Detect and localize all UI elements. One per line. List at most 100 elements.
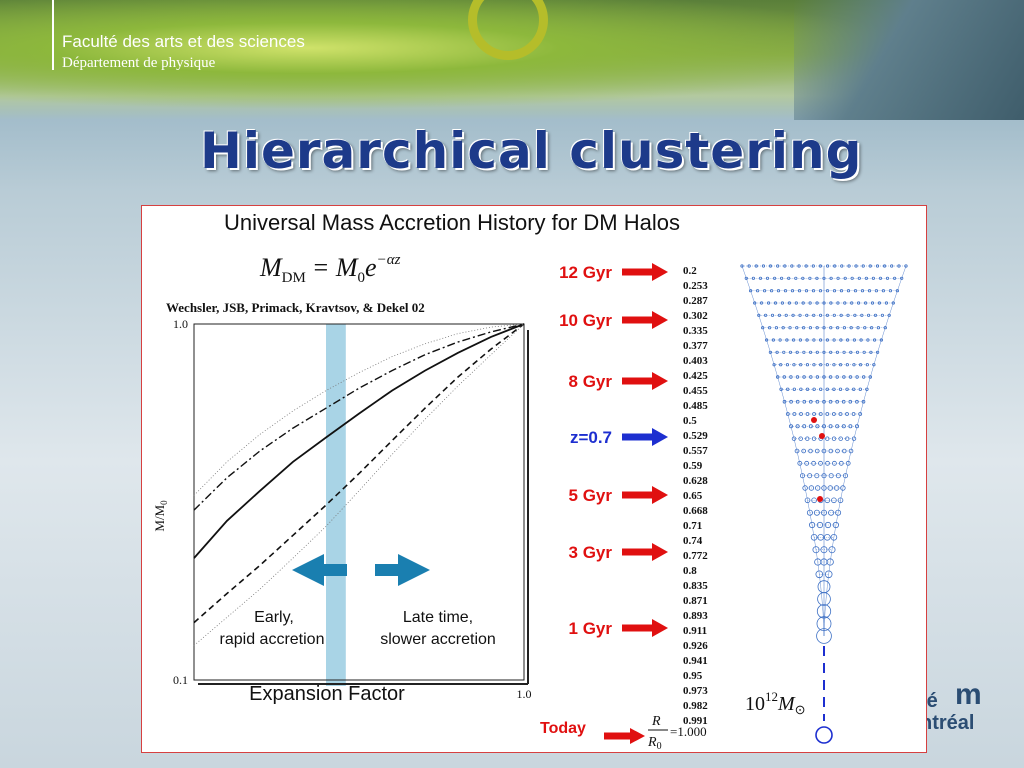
tree-branch [833,524,837,538]
scale-factor-label: 0.941 [683,655,708,667]
tree-node [763,313,768,317]
series-line-dashed [193,323,525,624]
tree-node [851,412,856,416]
tree-branch [741,265,747,279]
tree-node [818,289,823,293]
tree-node [904,264,908,268]
tree-node [869,350,873,354]
figure-svg: Universal Mass Accretion History for DM … [152,210,908,752]
tree-node [835,448,840,454]
tree-node [833,264,837,268]
tree-node [849,326,853,330]
tree-node [785,412,790,416]
tree-node [875,350,880,354]
tree-node [838,412,843,416]
equation-lhs: M [259,253,283,282]
tree-node [825,460,830,466]
plot-frame [193,323,525,681]
tree-node [766,301,771,305]
series-line-dotted-lower [193,323,525,646]
tree-node [845,338,850,342]
tree-branch [824,611,826,624]
tree-node [812,363,816,367]
tree-node [852,338,857,342]
tree-branch [853,426,858,439]
tree-branch [819,574,821,587]
tree-node [790,289,795,293]
tree-node [801,326,806,330]
tree-branch [813,537,817,550]
equation: MDM = M0e−αz [259,252,401,286]
university-logo-icon: m [955,678,982,711]
tree-node [875,264,880,268]
tree-node [815,350,819,354]
tree-node [794,448,800,454]
tree-node [879,338,884,342]
tree-node [863,301,868,305]
header-divider [52,0,54,70]
tree-branch [845,463,849,476]
tree-node [808,448,813,454]
tree-node [831,436,837,441]
tree-node [797,289,802,293]
tree-node [835,350,840,354]
tree-node [758,276,763,280]
scale-factor-label: 0.973 [683,685,708,697]
tree-node [839,313,843,317]
tree-node [888,289,893,293]
tree-node [848,424,853,429]
tree-node [805,387,810,391]
tree-node [815,485,821,491]
tree-node [804,264,808,268]
tree-node [779,363,783,367]
tree-node [832,521,840,529]
tree-branch [828,561,831,575]
tree-node [828,399,833,404]
tree-node [779,387,783,391]
tree-node [871,276,876,280]
scale-factor-label: 0.772 [683,550,708,562]
scale-factor-label: 0.991 [683,715,708,727]
tree-node [810,533,818,541]
scale-factor-label: 0.95 [683,670,703,682]
tree-node [887,313,891,317]
tree-node [866,338,870,342]
tree-branch [754,302,759,316]
tree-node [801,301,805,305]
tree-node [872,363,876,367]
tree-node [885,276,890,280]
tree-node [878,276,883,280]
scale-factor-label: 0.2 [683,265,697,277]
x-axis-label: Expansion Factor [249,683,405,705]
ring-decoration [468,0,548,60]
tree-node [851,436,857,441]
scale-factor-label: 0.335 [683,325,708,337]
tree-node [787,276,791,280]
tree-node [861,399,866,404]
today-label: Today [540,720,586,737]
tree-node [855,399,859,404]
tree-node [838,387,843,391]
tree-node [779,276,784,280]
tree-node [802,424,807,429]
tree-node [819,387,823,391]
tree-node [802,350,806,354]
tree-node [854,264,858,268]
tree-node [852,387,856,391]
tree-node [789,424,794,429]
tree-node [892,276,897,280]
scale-factor-label: 0.59 [683,460,703,472]
tree-node [819,363,823,367]
tree-node [811,264,815,268]
tree-node [789,399,793,404]
tree-node [842,326,847,330]
tree-node [784,313,788,317]
tree-branch [866,376,871,390]
tree-node [832,313,836,317]
tree-node [791,436,797,441]
time-arrow-icon [652,311,668,329]
tree-node [839,289,844,293]
scale-factor-label: 0.455 [683,385,708,397]
scale-factor-label: 0.871 [683,595,708,607]
svg-text:R0: R0 [647,735,662,752]
